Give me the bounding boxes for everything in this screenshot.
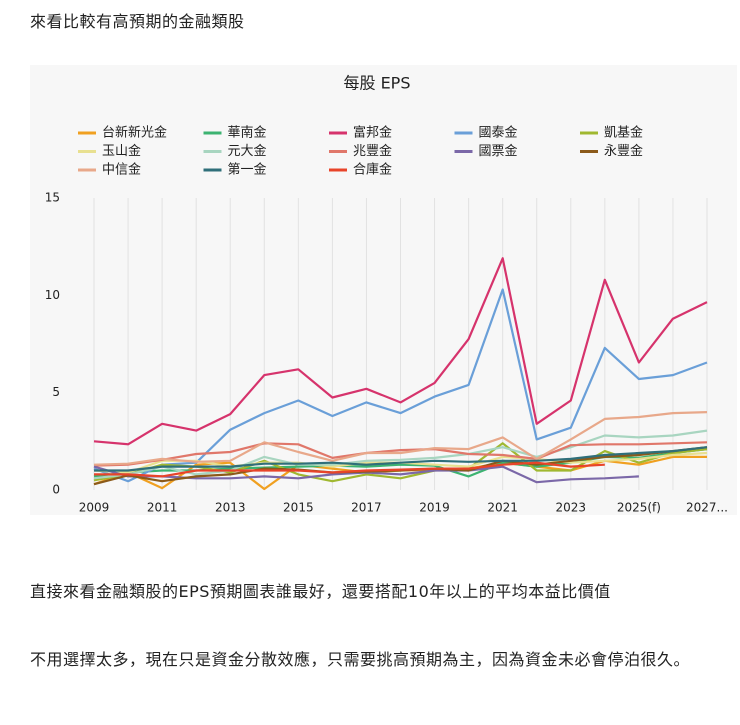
legend-label: 富邦金 bbox=[353, 125, 392, 141]
legend-label: 永豐金 bbox=[604, 143, 643, 159]
x-tick-label: 2017 bbox=[351, 501, 382, 515]
heading: 來看比較有高預期的金融類股 bbox=[30, 12, 245, 31]
legend-label: 合庫金 bbox=[353, 162, 392, 178]
x-tick-label: 2013 bbox=[215, 501, 246, 515]
x-tick-label: 2025(f) bbox=[617, 501, 661, 515]
legend-label: 凱基金 bbox=[604, 125, 643, 141]
legend-label: 台新新光金 bbox=[102, 125, 167, 141]
series-line bbox=[93, 411, 708, 466]
legend-label: 國票金 bbox=[479, 143, 518, 159]
x-tick-label: 2023 bbox=[556, 501, 587, 515]
x-tick-label: 2021 bbox=[487, 501, 518, 515]
series-line bbox=[93, 257, 708, 446]
y-tick-label: 10 bbox=[45, 288, 60, 302]
paragraph: 直接來看金融類股的EPS預期圖表誰最好，還要搭配10年以上的平均本益比價值 bbox=[30, 582, 611, 601]
legend-label: 國泰金 bbox=[479, 125, 518, 141]
legend-label: 元大金 bbox=[228, 143, 267, 159]
chart-background bbox=[30, 65, 737, 515]
legend-label: 玉山金 bbox=[102, 143, 141, 159]
paragraph: 不用選擇太多，現在只是資金分散效應，只需要挑高預期為主，因為資金未必會停泊很久。 bbox=[30, 650, 691, 669]
x-tick-label: 2009 bbox=[79, 501, 110, 515]
x-tick-label: 2011 bbox=[147, 501, 178, 515]
x-tick-label: 2027... bbox=[686, 501, 728, 515]
series-line bbox=[94, 461, 605, 478]
x-tick-label: 2015 bbox=[283, 501, 314, 515]
y-tick-label: 15 bbox=[45, 191, 60, 205]
x-tick-label: 2019 bbox=[419, 501, 450, 515]
series-line bbox=[94, 446, 708, 472]
series-line bbox=[93, 441, 708, 467]
legend-label: 華南金 bbox=[228, 125, 267, 141]
legend-label: 中信金 bbox=[102, 162, 141, 178]
y-tick-label: 0 bbox=[52, 483, 60, 497]
chart: 每股 EPS 2009 2011 2013 2015 2017 2019 2021 2023 2… bbox=[30, 65, 737, 515]
y-tick-label: 5 bbox=[52, 385, 60, 399]
legend-label: 兆豐金 bbox=[353, 143, 392, 159]
series-line bbox=[93, 429, 708, 480]
chart-title: 每股 EPS bbox=[343, 74, 410, 93]
legend-label: 第一金 bbox=[228, 162, 267, 178]
